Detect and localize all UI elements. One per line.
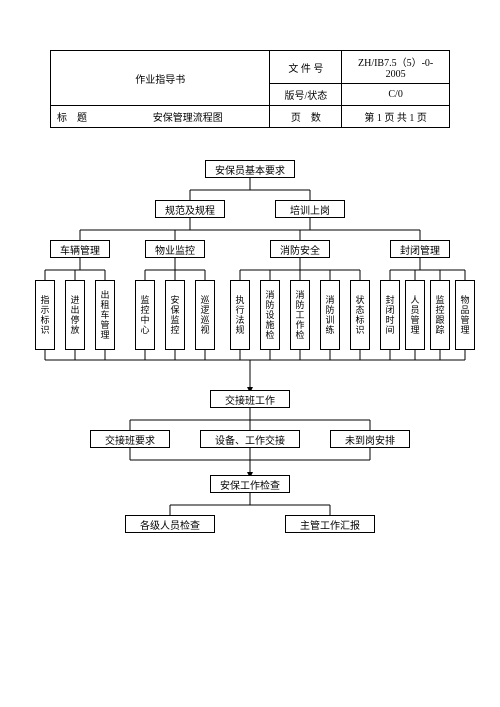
connector-lines bbox=[0, 0, 500, 707]
node-root: 安保员基本要求 bbox=[205, 160, 295, 178]
node-check: 安保工作检查 bbox=[210, 475, 290, 493]
node-l2a: 规范及规程 bbox=[155, 200, 225, 218]
vbox-5: 安保监控 bbox=[165, 280, 185, 350]
vbox-13: 人员管理 bbox=[405, 280, 425, 350]
vbox-7: 执行法规 bbox=[230, 280, 250, 350]
vbox-10: 消防训练 bbox=[320, 280, 340, 350]
vbox-14: 监控跟踪 bbox=[430, 280, 450, 350]
node-l3a: 车辆管理 bbox=[50, 240, 110, 258]
vbox-6: 巡逻巡视 bbox=[195, 280, 215, 350]
node-c1: 各级人员检查 bbox=[125, 515, 215, 533]
vbox-9: 消防工作检 bbox=[290, 280, 310, 350]
node-c2: 主管工作汇报 bbox=[285, 515, 375, 533]
vbox-4: 监控中心 bbox=[135, 280, 155, 350]
vbox-15: 物品管理 bbox=[455, 280, 475, 350]
node-h2: 设备、工作交接 bbox=[200, 430, 300, 448]
node-l3c: 消防安全 bbox=[270, 240, 330, 258]
vbox-3: 出租车管理 bbox=[95, 280, 115, 350]
node-l2b: 培训上岗 bbox=[275, 200, 345, 218]
vbox-8: 消防设施检 bbox=[260, 280, 280, 350]
node-l3d: 封闭管理 bbox=[390, 240, 450, 258]
vbox-1: 指示标识 bbox=[35, 280, 55, 350]
vbox-2: 进出停放 bbox=[65, 280, 85, 350]
vbox-11: 状态标识 bbox=[350, 280, 370, 350]
node-handover: 交接班工作 bbox=[210, 390, 290, 408]
node-h1: 交接班要求 bbox=[90, 430, 170, 448]
node-h3: 未到岗安排 bbox=[330, 430, 410, 448]
node-l3b: 物业监控 bbox=[145, 240, 205, 258]
vbox-12: 封闭时间 bbox=[380, 280, 400, 350]
